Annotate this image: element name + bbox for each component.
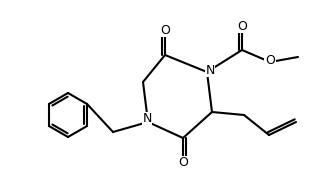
Text: O: O bbox=[265, 54, 275, 67]
Text: O: O bbox=[237, 20, 247, 33]
Text: O: O bbox=[178, 156, 188, 169]
Text: N: N bbox=[142, 112, 152, 125]
Text: O: O bbox=[160, 23, 170, 36]
Text: N: N bbox=[205, 64, 215, 77]
